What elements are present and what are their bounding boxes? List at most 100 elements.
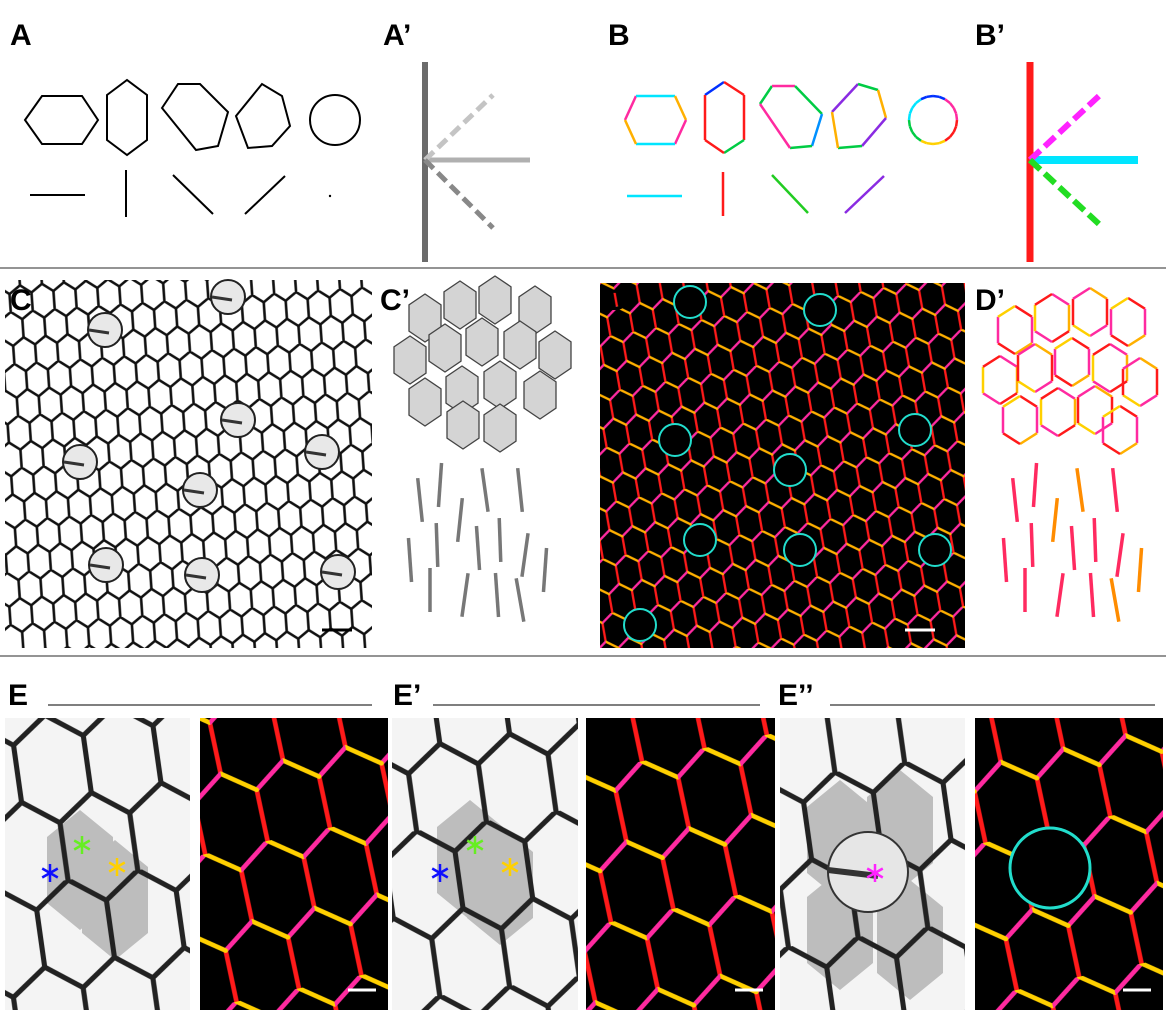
- line-shape: [939, 141, 945, 143]
- cell-outline: [447, 401, 479, 449]
- line-shape: [956, 120, 957, 126]
- line-shape: [436, 523, 438, 567]
- micrograph-cells: [200, 718, 388, 1010]
- line-shape: [1013, 478, 1018, 522]
- line-shape: [1078, 386, 1095, 397]
- line-shape: [1031, 523, 1033, 567]
- line-shape: [912, 103, 916, 108]
- line-shape: [812, 114, 822, 146]
- line-shape: [939, 97, 945, 99]
- line-shape: [862, 118, 886, 146]
- line-shape: [983, 393, 1000, 404]
- line-shape: [1110, 381, 1127, 392]
- panel-label: B: [608, 19, 630, 52]
- line-shape: [1123, 395, 1140, 406]
- line-shape: [910, 126, 912, 132]
- line-shape: [1030, 160, 1100, 225]
- cell-outline: [479, 276, 511, 324]
- line-shape: [1030, 95, 1100, 160]
- cell-outline: [394, 336, 426, 384]
- line-shape: [543, 548, 546, 592]
- shape: [162, 84, 228, 150]
- line-shape: [927, 143, 933, 144]
- line-shape: [1053, 498, 1058, 542]
- line-shape: [1111, 335, 1128, 346]
- line-shape: [1035, 344, 1052, 355]
- micrograph-cells: [392, 718, 578, 1010]
- line-shape: [1020, 433, 1037, 444]
- line-shape: [1140, 395, 1157, 406]
- figure: A A’ B B’ C C’ D D’ E E’ E’’: [0, 0, 1166, 1010]
- line-shape: [1120, 406, 1137, 417]
- line-shape: [933, 96, 939, 97]
- line-shape: [1073, 325, 1090, 336]
- panel-label: C: [10, 284, 32, 317]
- line-shape: [425, 160, 493, 228]
- line-shape: [832, 84, 858, 112]
- dot: [329, 195, 331, 197]
- line-shape: [1103, 443, 1120, 454]
- line-shape: [916, 137, 921, 141]
- bristle: [804, 294, 836, 326]
- panel-label: A’: [383, 19, 411, 52]
- line-shape: [760, 86, 772, 104]
- line-shape: [462, 573, 468, 617]
- line-shape: [838, 146, 862, 148]
- line-shape: [418, 478, 423, 522]
- line-shape: [1140, 358, 1157, 369]
- line-shape: [1033, 463, 1036, 507]
- bristle: [674, 286, 706, 318]
- line-shape: [983, 356, 1000, 367]
- line-shape: [1035, 294, 1052, 305]
- shape: [25, 96, 98, 144]
- line-shape: [1035, 381, 1052, 392]
- line-shape: [916, 99, 921, 103]
- panel-label: D: [606, 284, 628, 317]
- line-shape: [1018, 381, 1035, 392]
- line-shape: [675, 120, 686, 144]
- bristle: [1010, 828, 1090, 908]
- line-shape: [625, 96, 636, 120]
- line-shape: [909, 120, 910, 126]
- cell-outline: [524, 371, 556, 419]
- artwork: [0, 62, 1166, 1010]
- bristle: [774, 454, 806, 486]
- line-shape: [1020, 396, 1037, 407]
- line-shape: [1077, 468, 1083, 512]
- micrograph-cells: [5, 718, 190, 1010]
- line-shape: [1111, 298, 1128, 309]
- bristle: [784, 534, 816, 566]
- line-shape: [1035, 331, 1052, 342]
- bristle: [899, 414, 931, 446]
- line-shape: [1058, 388, 1075, 399]
- line-shape: [1128, 335, 1145, 346]
- line-shape: [724, 140, 744, 153]
- line-shape: [921, 141, 927, 143]
- line-shape: [956, 114, 957, 120]
- line-shape: [1041, 425, 1058, 436]
- panel-label: E’’: [778, 679, 814, 712]
- line-shape: [1117, 533, 1123, 577]
- line-shape: [518, 468, 523, 512]
- bristle: [684, 524, 716, 556]
- cell-outline: [466, 318, 498, 366]
- cell-outline: [484, 361, 516, 409]
- line-shape: [950, 132, 954, 137]
- line-shape: [482, 468, 488, 512]
- line-shape: [1003, 433, 1020, 444]
- line-shape: [1072, 375, 1089, 386]
- line-shape: [245, 176, 285, 214]
- line-shape: [921, 97, 927, 99]
- cell-outline: [484, 404, 516, 452]
- line-shape: [1090, 325, 1107, 336]
- line-shape: [1090, 573, 1093, 617]
- line-shape: [1113, 468, 1118, 512]
- panel-label: D’: [975, 284, 1005, 317]
- line-shape: [458, 498, 463, 542]
- line-shape: [1078, 423, 1095, 434]
- line-shape: [516, 578, 524, 621]
- bristle: [919, 534, 951, 566]
- cell-outline: [429, 324, 461, 372]
- line-shape: [499, 518, 501, 562]
- line-shape: [933, 143, 939, 144]
